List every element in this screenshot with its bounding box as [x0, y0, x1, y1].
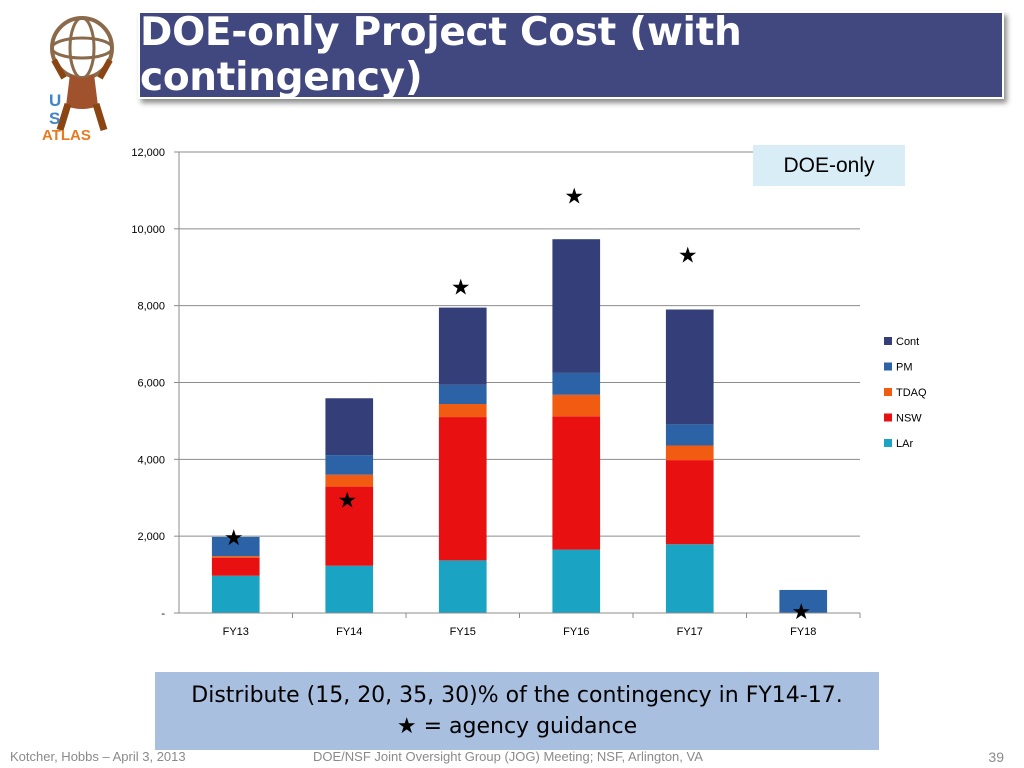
legend-label: LAr — [896, 438, 913, 450]
x-tick-label: FY14 — [336, 626, 362, 638]
legend-label: PM — [896, 362, 913, 374]
legend-swatch — [884, 388, 892, 396]
bar-segment-nsw-fy13 — [211, 557, 260, 576]
bar-segment-pm-fy18 — [779, 589, 828, 613]
guidance-star-icon: ★ — [564, 184, 584, 209]
bar-segment-cont-fy16 — [552, 239, 601, 373]
legend-swatch — [884, 362, 892, 371]
y-tick-label: 4,000 — [137, 454, 165, 466]
guidance-star-icon: ★ — [224, 526, 244, 551]
bar-segment-tdaq-fy15 — [438, 404, 487, 418]
bar-segment-cont-fy15 — [438, 307, 487, 385]
footer-authors: Kotcher, Hobbs – April 3, 2013 — [10, 749, 186, 764]
bar-segment-pm-fy16 — [552, 372, 601, 395]
logo-letter-s: S — [49, 109, 60, 128]
x-tick-label: FY16 — [563, 626, 589, 638]
legend-label: Cont — [896, 336, 919, 348]
legend-swatch — [884, 413, 892, 422]
bar-segment-nsw-fy14 — [325, 486, 374, 566]
bar-segment-nsw-fy17 — [665, 460, 714, 545]
y-tick-label: 6,000 — [137, 378, 165, 390]
atlas-figure-icon — [50, 16, 114, 132]
legend-label: NSW — [896, 413, 922, 425]
bar-segment-lar-fy14 — [325, 565, 374, 613]
star-icon: ★ — [396, 714, 417, 739]
note-line-2: = agency guidance — [416, 714, 638, 739]
bar-segment-tdaq-fy17 — [665, 445, 714, 461]
logo-letter-u: U — [49, 91, 61, 110]
bar-segment-tdaq-fy13 — [211, 556, 260, 558]
bar-segment-tdaq-fy16 — [552, 394, 601, 417]
bar-segment-nsw-fy16 — [552, 416, 601, 550]
page-title: DOE-only Project Cost (with contingency) — [140, 10, 742, 100]
y-tick-label: 8,000 — [137, 301, 165, 313]
bar-segment-pm-fy13 — [211, 536, 260, 557]
y-tick-label: 12,000 — [131, 147, 165, 159]
bar-segment-cont-fy17 — [665, 309, 714, 425]
bar-segment-pm-fy14 — [325, 455, 374, 475]
us-atlas-logo: U S ATLAS — [42, 16, 114, 142]
x-tick-label: FY15 — [450, 626, 476, 638]
legend-label: TDAQ — [896, 387, 927, 399]
contingency-note: Distribute (15, 20, 35, 30)% of the cont… — [155, 672, 879, 750]
y-tick-label: - — [161, 608, 165, 620]
x-tick-label: FY18 — [790, 626, 816, 638]
bar-segment-lar-fy13 — [211, 575, 260, 613]
guidance-star-icon: ★ — [451, 275, 471, 300]
guidance-star-icon: ★ — [791, 600, 811, 625]
bar-segment-pm-fy17 — [665, 424, 714, 446]
doe-only-tag: DOE-only — [753, 145, 905, 186]
bar-segment-nsw-fy15 — [438, 417, 487, 561]
guidance-star-icon: ★ — [678, 244, 698, 269]
y-tick-label: 10,000 — [131, 224, 165, 236]
legend-swatch — [884, 439, 892, 447]
page-number: 39 — [988, 749, 1004, 765]
footer-meeting: DOE/NSF Joint Oversight Group (JOG) Meet… — [313, 749, 703, 764]
logo-word: ATLAS — [42, 127, 91, 142]
guidance-star-icon: ★ — [337, 489, 357, 514]
x-tick-label: FY17 — [677, 626, 703, 638]
bar-segment-pm-fy15 — [438, 384, 487, 405]
bar-segment-lar-fy17 — [665, 544, 714, 613]
y-tick-label: 2,000 — [137, 531, 165, 543]
legend-swatch — [884, 337, 892, 345]
title-banner: DOE-only Project Cost (with contingency) — [138, 10, 1004, 100]
note-line-2-wrap: ★ = agency guidance — [397, 711, 637, 742]
bar-segment-lar-fy16 — [552, 549, 601, 613]
bar-segment-cont-fy14 — [325, 398, 374, 456]
bar-segment-lar-fy15 — [438, 560, 487, 613]
note-line-1: Distribute (15, 20, 35, 30)% of the cont… — [191, 683, 843, 708]
bar-segment-tdaq-fy14 — [325, 474, 374, 487]
x-tick-label: FY13 — [223, 626, 249, 638]
